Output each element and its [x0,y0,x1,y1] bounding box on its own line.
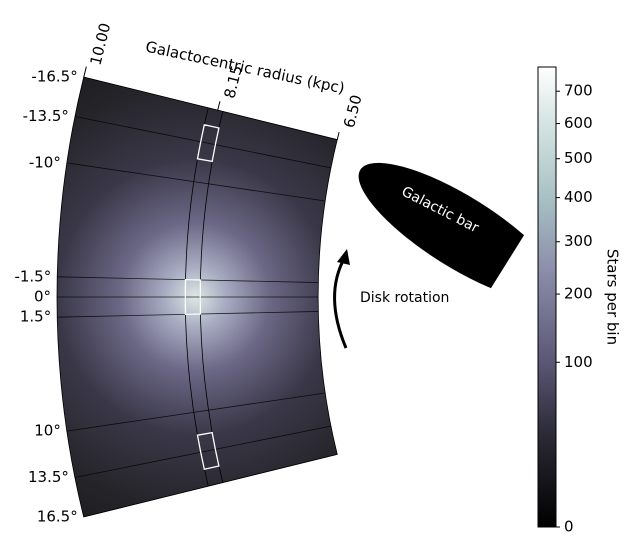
colorbar-tick-label: 0 [564,518,574,536]
x-axis-label: Galactocentric radius (kpc) [144,38,346,98]
colorbar-tick-label: 300 [564,232,593,250]
x-tick-label: 10.00 [87,21,115,67]
colorbar-tick-label: 100 [564,353,593,371]
y-tick-label: 1.5° [20,308,51,326]
y-tick-label: -10° [29,153,61,171]
y-tick-label: 10° [34,422,61,440]
rotation-label: Disk rotation [360,290,449,306]
x-tick [84,67,87,77]
x-tick-label: 6.50 [340,93,366,130]
y-tick-label: -1.5° [14,267,51,285]
colorbar-tick-label: 200 [564,285,593,303]
colorbar-tick-label: 400 [564,188,593,206]
colorbar-tick-label: 500 [564,149,593,167]
colorbar-tick-label: 600 [564,114,593,132]
x-tick [218,101,220,110]
y-tick-label: 13.5° [28,468,69,486]
y-tick-label: -13.5° [23,107,69,125]
colorbar-label: Stars per bin [604,249,622,345]
arrow-head [337,249,350,265]
colorbar-tick-label: 700 [564,82,593,100]
rotation-arrow [335,257,346,348]
y-tick-label: -16.5° [31,68,77,86]
colorbar [538,67,556,527]
x-tick [337,132,339,139]
y-tick-label: 0° [34,288,51,306]
y-tick-label: 16.5° [37,507,78,525]
chart: Galactic bar Disk rotation Galactocentri… [0,0,629,539]
